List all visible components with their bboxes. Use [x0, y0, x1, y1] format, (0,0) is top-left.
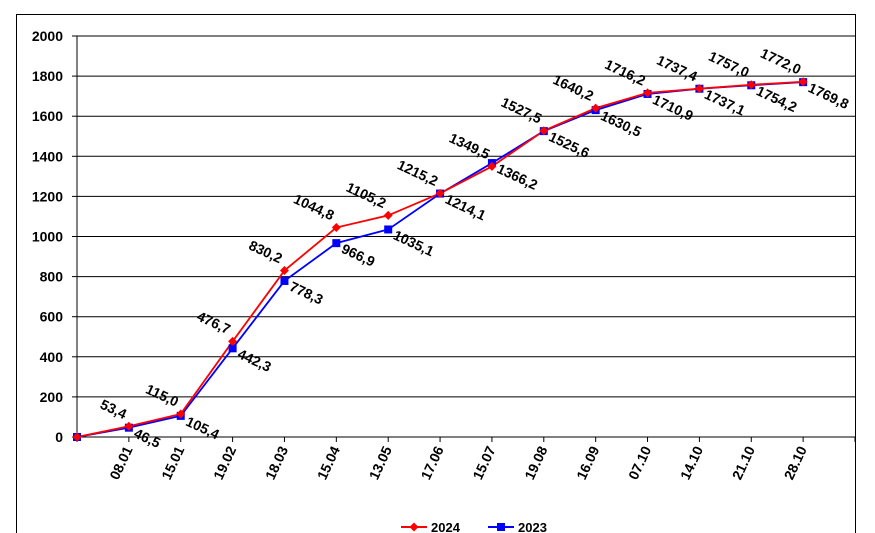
data-point-2024: [124, 421, 134, 431]
data-label-2023: 1769,8: [806, 79, 852, 112]
data-point-2024: [279, 266, 289, 276]
data-label-2023: 966,9: [339, 240, 378, 269]
data-label-2023: 1366,2: [495, 160, 541, 193]
data-label-2024: 1716,2: [602, 56, 648, 89]
data-label-2023: 105,4: [183, 413, 222, 442]
data-label-2023: 1754,2: [754, 83, 800, 116]
x-tick-label: 28.10: [781, 443, 810, 482]
x-tick-label: 16.09: [573, 443, 602, 482]
y-tick-label: 1800: [32, 68, 63, 84]
data-label-2024: 53,4: [98, 396, 130, 422]
legend-label-2024: 2024: [431, 520, 461, 533]
data-label-2023: 1214,1: [443, 191, 489, 224]
data-point-2024: [643, 88, 653, 98]
data-label-2023: 46,5: [132, 425, 164, 451]
y-tick-label: 1000: [32, 229, 63, 245]
data-point-2023: [332, 239, 341, 248]
x-tick-label: 19.02: [210, 443, 239, 482]
data-point-2024: [331, 223, 341, 233]
data-label-2024: 1737,4: [654, 52, 700, 85]
data-label-2023: 1710,9: [650, 91, 696, 124]
x-tick-label: 14.10: [677, 443, 706, 482]
chart-frame: [16, 14, 856, 533]
series-line-2023: [76, 81, 804, 438]
x-tick-label: 15.07: [469, 443, 498, 482]
y-tick-label: 2000: [32, 28, 63, 44]
data-label-2024: 476,7: [195, 308, 234, 337]
data-point-2024: [487, 161, 497, 171]
x-tick-label: 15.04: [314, 443, 343, 482]
series-line-2024: [76, 80, 804, 438]
y-tick-label: 1600: [32, 108, 63, 124]
data-label-2024: 1215,2: [395, 156, 441, 189]
data-label-2023: 442,3: [235, 346, 274, 375]
x-tick-label: 18.03: [262, 443, 291, 482]
legend-marker-2023: [497, 523, 505, 531]
x-tick-label: 08.01: [106, 443, 135, 482]
data-point-2023: [384, 225, 393, 234]
data-point-2023: [280, 276, 289, 285]
data-label-2023: 778,3: [287, 278, 326, 307]
x-tick-label: 21.10: [729, 443, 758, 482]
data-label-2023: 1630,5: [598, 107, 644, 140]
data-label-2024: 1105,2: [344, 179, 389, 211]
legend-label-2023: 2023: [518, 520, 547, 533]
x-tick-label: 07.10: [625, 443, 654, 482]
data-point-2024: [591, 103, 601, 113]
data-label-2024: 1772,0: [758, 45, 804, 78]
y-tick-label: 1200: [32, 188, 63, 204]
data-point-2024: [746, 80, 756, 90]
data-label-2023: 1737,1: [702, 86, 748, 119]
data-point-2024: [539, 126, 549, 136]
y-tick-label: 400: [40, 349, 64, 365]
data-point-2024: [228, 336, 238, 346]
data-point-2024: [383, 210, 393, 220]
y-tick-label: 200: [40, 389, 64, 405]
data-point-2024: [435, 188, 445, 198]
data-label-2023: 1035,1: [391, 227, 437, 260]
x-tick-label: 15.01: [158, 443, 187, 482]
data-point-2024: [72, 432, 82, 442]
data-label-2024: 1044,8: [291, 191, 337, 224]
data-point-2024: [176, 409, 186, 419]
y-tick-label: 800: [40, 269, 64, 285]
x-tick-label: 13.05: [366, 443, 395, 482]
x-tick-label: 19.08: [521, 443, 550, 482]
y-tick-label: 1400: [32, 148, 63, 164]
data-point-2024: [798, 77, 808, 87]
y-tick-label: 0: [55, 429, 63, 445]
legend-marker-2024: [409, 522, 419, 532]
data-label-2024: 830,2: [246, 237, 285, 266]
data-point-2023: [228, 344, 237, 353]
data-point-2024: [694, 84, 704, 94]
y-tick-label: 600: [40, 309, 64, 325]
data-label-2024: 115,0: [143, 381, 181, 410]
x-tick-label: 17.06: [417, 443, 446, 482]
data-label-2024: 1527,5: [499, 94, 545, 127]
data-label-2024: 1349,5: [447, 130, 493, 163]
